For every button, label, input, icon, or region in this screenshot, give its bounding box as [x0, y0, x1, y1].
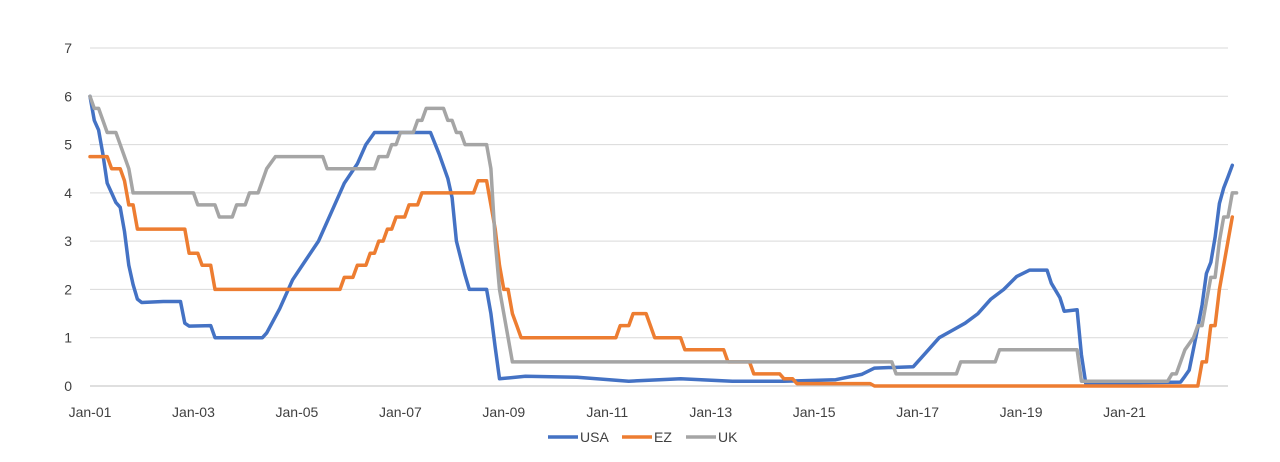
series-lines — [88, 94, 1239, 388]
y-tick-label: 3 — [64, 233, 72, 249]
x-tick-label: Jan-15 — [793, 404, 836, 420]
series-line-ez — [88, 154, 1235, 388]
x-tick-label: Jan-01 — [69, 404, 112, 420]
x-tick-label: Jan-21 — [1103, 404, 1146, 420]
y-axis-ticks: 0 1 2 3 4 5 6 7 — [64, 40, 72, 394]
y-tick-label: 5 — [64, 137, 72, 153]
y-tick-label: 6 — [64, 88, 72, 104]
y-tick-label: 1 — [64, 330, 72, 346]
legend: USA EZ UK — [548, 429, 738, 445]
x-axis-ticks: Jan-01 Jan-03 Jan-05 Jan-07 Jan-09 Jan-11 Jan-… — [69, 404, 1147, 420]
x-tick-label: Jan-19 — [1000, 404, 1043, 420]
gridlines — [90, 47, 1228, 387]
legend-label-usa: USA — [580, 429, 609, 445]
y-tick-label: 0 — [64, 378, 72, 394]
x-tick-label: Jan-03 — [172, 404, 215, 420]
y-tick-label: 2 — [64, 281, 72, 297]
x-tick-label: Jan-11 — [586, 404, 628, 420]
x-tick-label: Jan-13 — [689, 404, 732, 420]
series-line-usa — [88, 94, 1235, 386]
series-line-uk — [88, 94, 1239, 383]
x-tick-label: Jan-05 — [276, 404, 319, 420]
x-tick-label: Jan-07 — [379, 404, 422, 420]
legend-label-uk: UK — [718, 429, 738, 445]
legend-label-ez: EZ — [654, 429, 672, 445]
y-tick-label: 4 — [64, 185, 72, 201]
x-tick-label: Jan-17 — [896, 404, 939, 420]
y-tick-label: 7 — [64, 40, 72, 56]
x-tick-label: Jan-09 — [482, 404, 525, 420]
